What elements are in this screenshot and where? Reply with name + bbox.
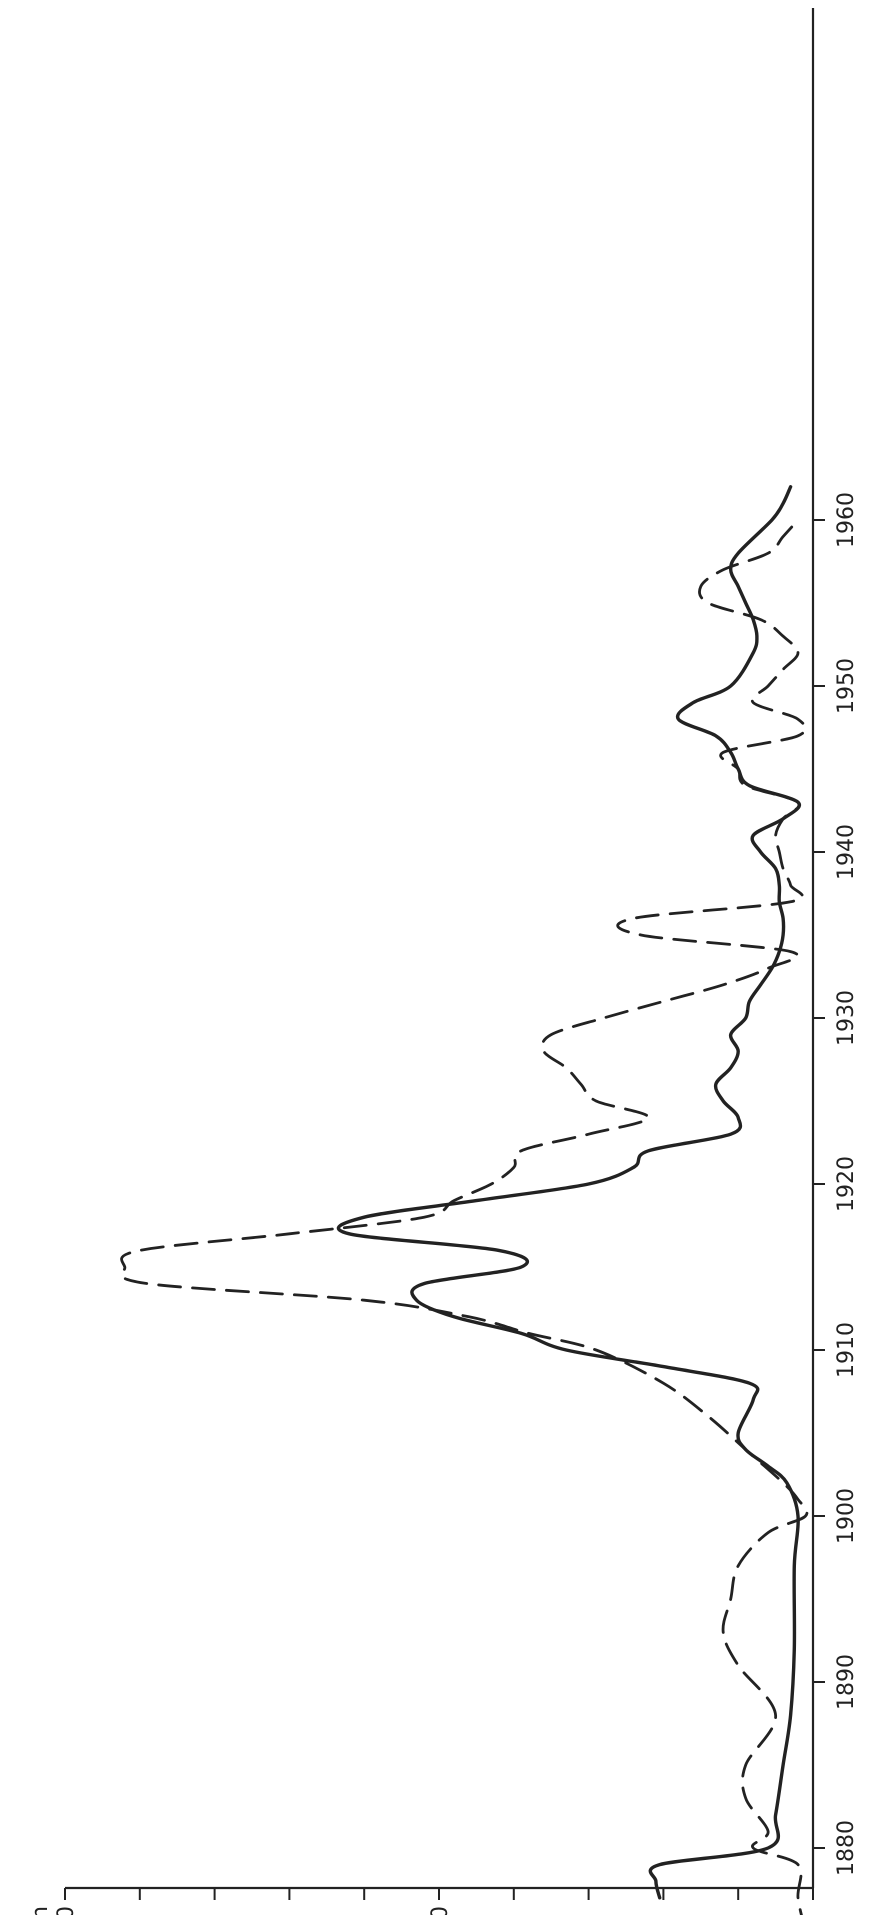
year-tick-label: 1900 [834,1488,859,1544]
year-tick-label: 1950 [834,658,859,714]
value-tick-label: 500 [428,1906,453,1915]
value-axis-unit-label: Tonn [28,1906,53,1915]
year-tick-label: 1890 [834,1654,859,1710]
year-tick-label: 1960 [834,492,859,548]
year-tick-label: 1940 [834,824,859,880]
year-tick-label: 1930 [834,990,859,1046]
year-tick-label: 1920 [834,1156,859,1212]
year-tick-label: 1910 [834,1322,859,1378]
chart-axes: 500 1000Tonn 1880 1890 1900 1910 1920 1930 1940 1… [28,8,859,1915]
series-line-dashed-2 [120,518,809,1915]
value-tick-label: 1000 [54,1906,79,1915]
chart-series [120,485,809,1915]
series-line-solid-1 [336,485,801,1900]
year-tick-label: 1880 [834,1820,859,1876]
